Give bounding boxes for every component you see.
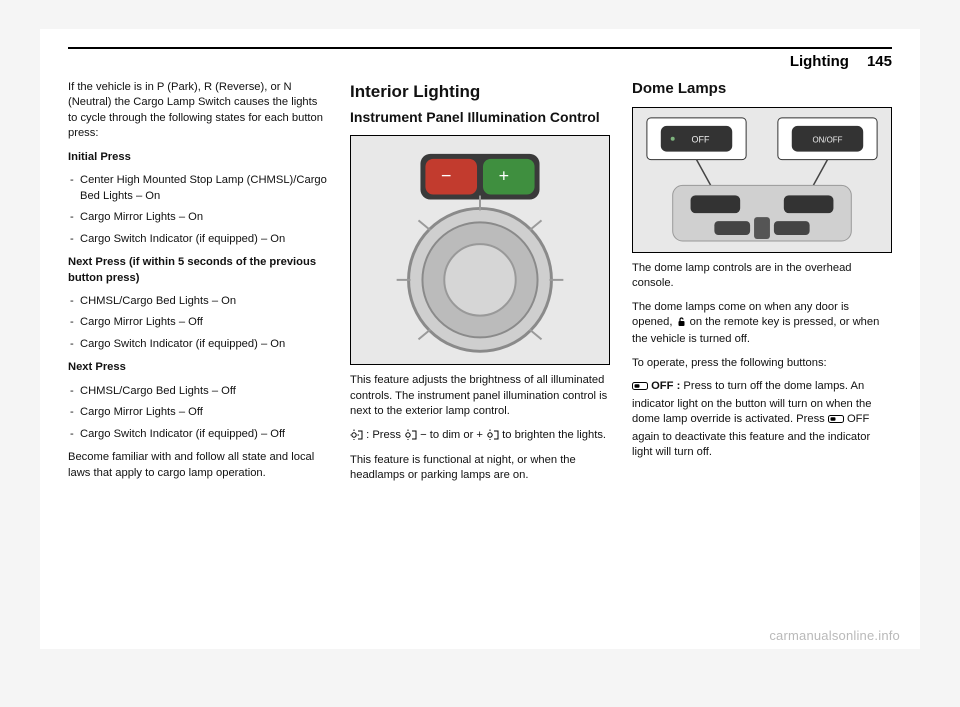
col2-heading-major: Interior Lighting [350,80,610,103]
col1-next2-list: CHMSL/Cargo Bed Lights – Off Cargo Mirro… [68,384,328,442]
header-page-number: 145 [867,53,892,70]
watermark: carmanualsonline.info [769,628,900,643]
col2-p1: This feature adjusts the brightness of a… [350,373,610,419]
columns: If the vehicle is in P (Park), R (Revers… [68,80,892,492]
col2-p2-pre: : Press [363,429,404,441]
unlock-icon [676,316,687,332]
brightness-icon [350,429,363,445]
svg-text:+: + [499,166,509,186]
col1-outro: Become familiar with and follow all stat… [68,450,328,481]
col2-p2: : Press − to dim or + to brighten the li… [350,428,610,445]
col2-p3: This feature is functional at night, or … [350,453,610,484]
dome-off-icon [632,381,648,396]
col3-heading: Dome Lamps [632,80,892,99]
column-2: Interior Lighting Instrument Panel Illum… [350,80,610,492]
col1-initial-list: Center High Mounted Stop Lamp (CHMSL)/Ca… [68,173,328,247]
list-item: Cargo Switch Indicator (if equipped) – O… [68,427,328,442]
col3-p1: The dome lamp controls are in the overhe… [632,261,892,292]
column-1: If the vehicle is in P (Park), R (Revers… [68,80,328,492]
brightness-icon [404,429,417,445]
list-item: Cargo Switch Indicator (if equipped) – O… [68,232,328,247]
header-rule [68,47,892,49]
list-item: CHMSL/Cargo Bed Lights – Off [68,384,328,399]
list-item: Cargo Mirror Lights – Off [68,315,328,330]
col2-p2-mid: − to dim or + [417,429,486,441]
brightness-icon [486,429,499,445]
col1-h-initial: Initial Press [68,150,328,165]
col3-p3: To operate, press the following buttons: [632,356,892,371]
col1-h-next2: Next Press [68,360,328,375]
col1-intro: If the vehicle is in P (Park), R (Revers… [68,80,328,142]
list-item: Cargo Switch Indicator (if equipped) – O… [68,337,328,352]
col3-p2: The dome lamps come on when any door is … [632,300,892,348]
illumination-control-figure: − + [350,135,610,365]
list-item: Center High Mounted Stop Lamp (CHMSL)/Ca… [68,173,328,204]
col2-heading-minor: Instrument Panel Illumination Control [350,109,610,127]
col2-p2-post: to brighten the lights. [499,429,606,441]
col3-p4: OFF : Press to turn off the dome lamps. … [632,379,892,460]
manual-page: Lighting 145 If the vehicle is in P (Par… [40,29,920,649]
dome-lamp-figure: OFF ON/OFF [632,107,892,253]
list-item: Cargo Mirror Lights – On [68,210,328,225]
list-item: Cargo Mirror Lights – Off [68,405,328,420]
dome-off-icon [828,414,844,429]
col3-off-label: OFF : [648,380,683,392]
svg-text:−: − [441,166,451,186]
column-3: Dome Lamps OFF ON/OFF [632,80,892,492]
svg-text:ON/OFF: ON/OFF [813,135,843,144]
svg-text:OFF: OFF [692,134,710,144]
col1-h-next1: Next Press (if within 5 seconds of the p… [68,255,328,286]
col1-next1-list: CHMSL/Cargo Bed Lights – On Cargo Mirror… [68,294,328,352]
header-section: Lighting [790,53,849,70]
list-item: CHMSL/Cargo Bed Lights – On [68,294,328,309]
page-header: Lighting 145 [68,53,892,70]
